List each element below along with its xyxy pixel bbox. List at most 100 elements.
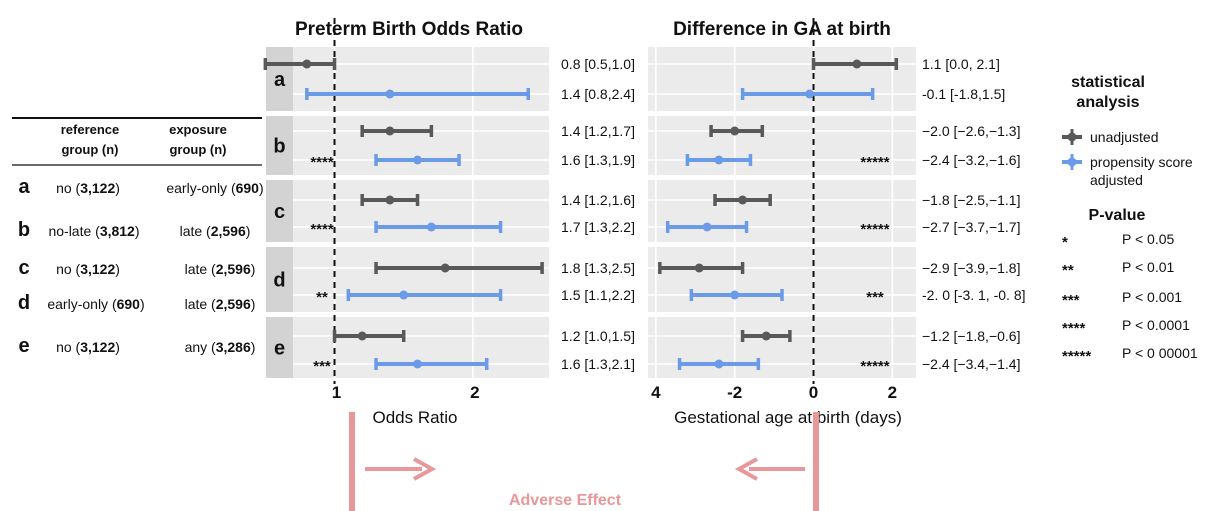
- paren: ): [251, 296, 256, 312]
- pvalue-item: ***** P < 0 00001: [1062, 345, 1198, 365]
- legend-item: unadjusted: [1062, 129, 1159, 145]
- table-row: a no (3,122) early-only (690): [18, 176, 263, 198]
- error-bar: [689, 289, 784, 301]
- significance-stars: ***: [866, 289, 884, 306]
- reference-name: early-only (: [47, 296, 117, 312]
- ci-label: 1.8 [1.3,2.5]: [561, 260, 635, 276]
- paren: ): [115, 339, 120, 355]
- pvalue-threshold: P < 0 00001: [1122, 345, 1198, 361]
- facet-panel-background: [648, 247, 916, 312]
- error-bar: [713, 194, 772, 206]
- table-header-exposure: group (n): [169, 142, 226, 157]
- point-estimate: [385, 126, 395, 136]
- reference-n: 3,122: [80, 261, 115, 277]
- point-estimate: [702, 222, 712, 232]
- point-estimate: [714, 155, 724, 165]
- facet-strip-label: a: [274, 69, 286, 91]
- pvalue-threshold: P < 0.01: [1122, 259, 1175, 275]
- facet-panel-background: [648, 47, 916, 111]
- pvalue-stars: ***: [1062, 292, 1080, 309]
- row-letter: c: [18, 257, 29, 279]
- ci-label: 1.6 [1.3,2.1]: [561, 356, 635, 372]
- exposure-name: any (: [185, 339, 216, 355]
- facet-panel-background: [293, 47, 549, 111]
- exposure-n: 2,596: [216, 296, 251, 312]
- ci-label: 1.2 [1.0,1.5]: [561, 328, 635, 344]
- ci-label: 0.8 [0.5,1.0]: [561, 56, 635, 72]
- error-bar: [740, 88, 875, 100]
- error-bar: [360, 194, 420, 206]
- exposure-n: 2,596: [216, 261, 251, 277]
- paren: ): [115, 261, 120, 277]
- error-bar: [685, 154, 753, 166]
- pvalue-item: *** P < 0.001: [1062, 289, 1182, 309]
- ci-label: −2.7 [−3.7,−1.7]: [922, 219, 1020, 235]
- legend-label: adjusted: [1090, 172, 1143, 188]
- exposure-group: late (2,596): [185, 296, 256, 312]
- pvalue-stars: ****: [1062, 320, 1086, 337]
- x-tick-label: 1: [332, 383, 341, 402]
- significance-stars: ***: [313, 358, 331, 375]
- reference-name: no (: [56, 180, 80, 196]
- pvalue-threshold: P < 0.05: [1122, 231, 1175, 247]
- facet-b: b: [266, 116, 549, 175]
- reference-group: no (3,122): [56, 261, 120, 277]
- point-estimate: [714, 359, 724, 369]
- row-letter: e: [18, 335, 29, 357]
- x-axis-label: Odds Ratio: [372, 408, 457, 427]
- chart-title: Difference in GA at birth: [673, 19, 891, 40]
- exposure-n: 690: [236, 180, 260, 196]
- point-estimate: [385, 89, 395, 99]
- ci-label: 1.1 [0.0, 2.1]: [922, 56, 1000, 72]
- pvalue-stars: *****: [1062, 348, 1091, 365]
- row-letter: a: [18, 176, 30, 198]
- pvalue-item: * P < 0.05: [1062, 231, 1175, 251]
- point-estimate: [761, 331, 771, 341]
- facet-b: [648, 116, 916, 175]
- facet-c: c: [266, 180, 549, 242]
- reference-group: no-late (3,812): [48, 223, 139, 239]
- facet-panel-background: [293, 180, 549, 242]
- point-estimate: [730, 126, 740, 136]
- ci-label: 1.4 [1.2,1.7]: [561, 123, 635, 139]
- adverse-effect-label: Adverse Effect: [509, 492, 622, 509]
- facet-d: d: [266, 247, 549, 312]
- ci-label: −1.2 [−1.8,−0.6]: [922, 328, 1020, 344]
- error-bar: [263, 58, 337, 70]
- exposure-group: late (2,596): [185, 261, 256, 277]
- exposure-n: 3,286: [216, 339, 251, 355]
- facet-e: [648, 317, 916, 378]
- exposure-group: early-only (690): [166, 180, 263, 196]
- exposure-group: any (3,286): [185, 339, 256, 355]
- significance-stars: ****: [310, 221, 334, 238]
- pvalue-stars: **: [1062, 262, 1074, 279]
- legend-label: unadjusted: [1090, 129, 1159, 145]
- adverse-marker-left: [349, 412, 355, 511]
- error-bar: [346, 289, 503, 301]
- error-bar: [360, 125, 434, 137]
- ci-label: 1.7 [1.3,2.2]: [561, 219, 635, 235]
- facet-strip-label: c: [274, 201, 285, 223]
- point-estimate: [738, 195, 748, 205]
- paren: ): [251, 339, 256, 355]
- error-bar: [658, 262, 745, 274]
- x-tick-label: 2: [470, 383, 479, 402]
- error-bar: [740, 330, 792, 342]
- legend-title: statistical: [1071, 74, 1145, 91]
- pvalue-item: ** P < 0.01: [1062, 259, 1175, 279]
- adverse-effect-annotation: Adverse Effect: [349, 412, 819, 511]
- pvalue-title: P-value: [1089, 207, 1146, 224]
- paren: ): [115, 180, 120, 196]
- table-row: d early-only (690) late (2,596): [18, 292, 256, 314]
- point-estimate: [385, 195, 395, 205]
- arrow-right-icon: [413, 457, 437, 481]
- reference-n: 3,122: [80, 339, 115, 355]
- reference-name: no-late (: [48, 223, 100, 239]
- legend-key-point: [1067, 157, 1077, 167]
- legend-key-point: [1067, 132, 1077, 142]
- exposure-n: 2,596: [211, 223, 246, 239]
- chart-title: Preterm Birth Odds Ratio: [295, 19, 523, 40]
- ci-label: −2.9 [−3.9,−1.8]: [922, 260, 1020, 276]
- error-bar: [374, 154, 461, 166]
